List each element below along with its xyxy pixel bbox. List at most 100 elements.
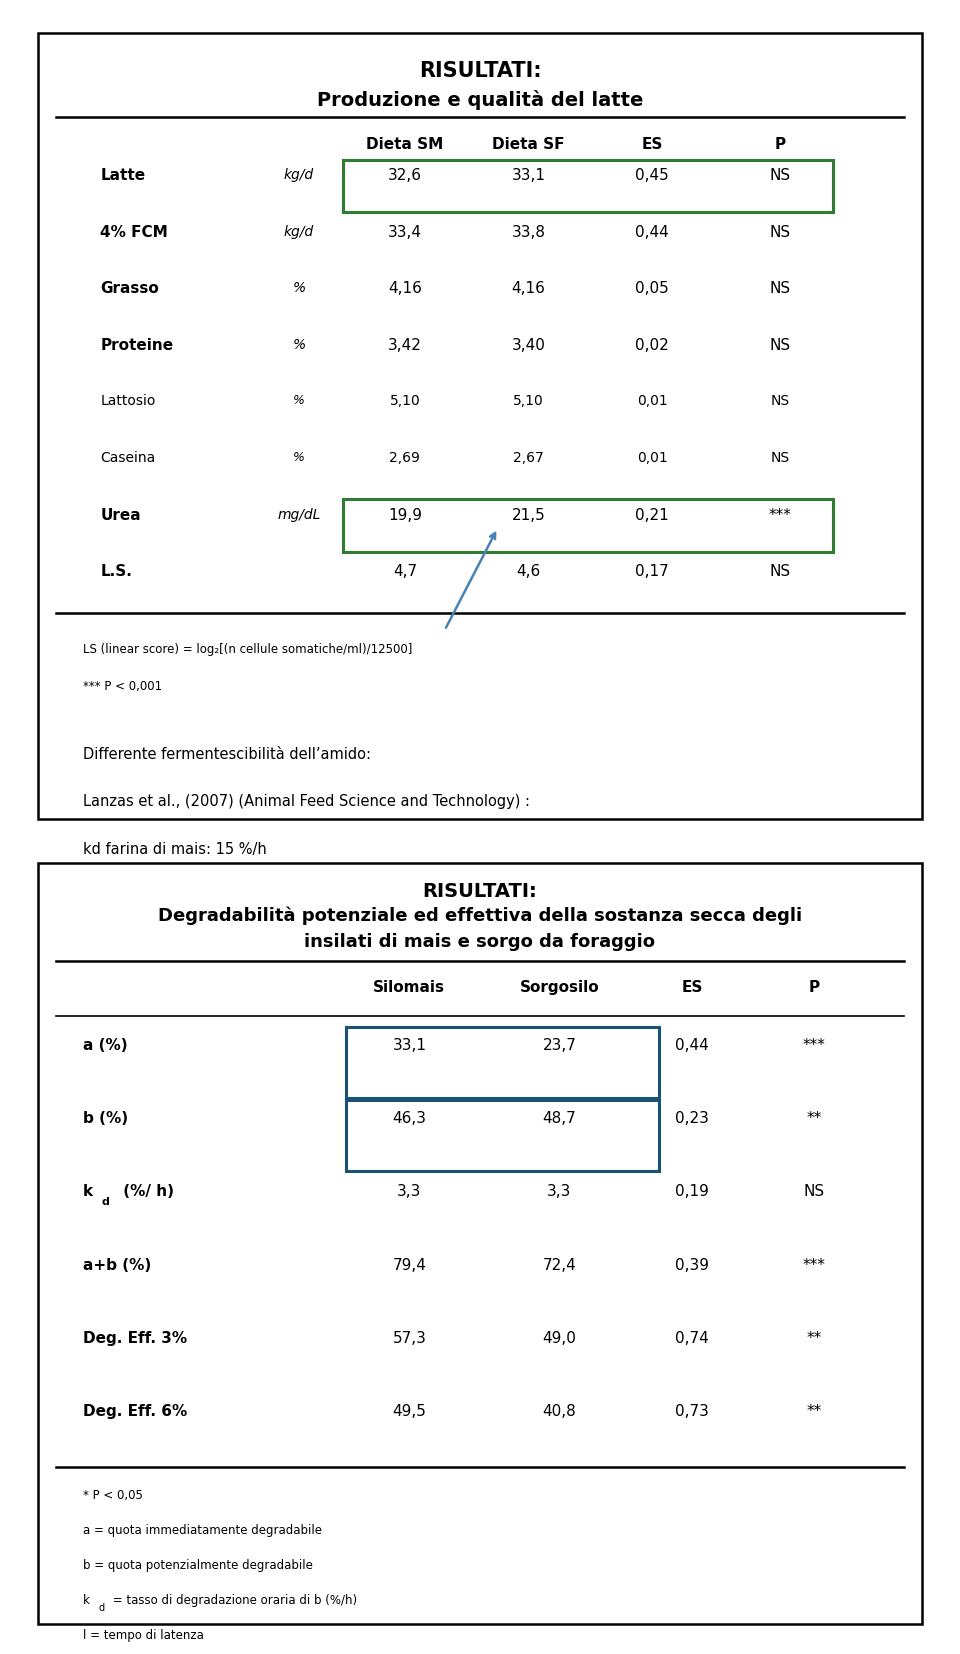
Text: *** P < 0,001: *** P < 0,001: [83, 680, 161, 693]
Text: Deg. Eff. 3%: Deg. Eff. 3%: [83, 1330, 186, 1346]
Bar: [346, 1027, 660, 1098]
Text: Silomais: Silomais: [373, 979, 445, 994]
Text: 4,16: 4,16: [388, 281, 421, 296]
Text: RISULTATI:: RISULTATI:: [422, 883, 538, 901]
Text: NS: NS: [804, 1184, 825, 1199]
Text: ES: ES: [641, 137, 663, 152]
Text: **: **: [806, 1111, 822, 1126]
Text: P: P: [775, 137, 786, 152]
Text: 2,67: 2,67: [514, 452, 544, 465]
Text: Urea: Urea: [100, 508, 141, 523]
Text: NS: NS: [770, 169, 791, 184]
Text: k: k: [83, 1184, 93, 1199]
Text: 32,6: 32,6: [388, 169, 422, 184]
Text: %: %: [293, 337, 305, 352]
Text: Lattosio: Lattosio: [100, 394, 156, 409]
Text: **: **: [806, 1330, 822, 1346]
Text: 21,5: 21,5: [512, 508, 545, 523]
Text: LS (linear score) = log₂[(n cellule somatiche/ml)/12500]: LS (linear score) = log₂[(n cellule soma…: [83, 643, 412, 655]
Text: 0,01: 0,01: [636, 394, 667, 409]
Text: 5,10: 5,10: [390, 394, 420, 409]
FancyBboxPatch shape: [38, 33, 922, 819]
Text: ***: ***: [803, 1039, 826, 1054]
Text: NS: NS: [770, 281, 791, 296]
Text: ES: ES: [682, 979, 703, 994]
Text: %: %: [293, 394, 305, 407]
Text: 33,1: 33,1: [393, 1039, 426, 1054]
Text: 33,1: 33,1: [512, 169, 545, 184]
Text: NS: NS: [770, 564, 791, 579]
Text: ***: ***: [803, 1257, 826, 1272]
Bar: [343, 160, 833, 212]
Text: 33,8: 33,8: [512, 225, 545, 240]
Text: 4% FCM: 4% FCM: [100, 225, 168, 240]
Text: 0,21: 0,21: [636, 508, 669, 523]
Text: = tasso di degradazione oraria di b (%/h): = tasso di degradazione oraria di b (%/h…: [109, 1594, 357, 1606]
Text: 72,4: 72,4: [542, 1257, 576, 1272]
Text: 3,3: 3,3: [397, 1184, 421, 1199]
Text: ***: ***: [769, 508, 792, 523]
Text: RISULTATI:: RISULTATI:: [419, 61, 541, 81]
Text: 0,44: 0,44: [675, 1039, 708, 1054]
Text: 0,23: 0,23: [675, 1111, 708, 1126]
Text: b (%): b (%): [83, 1111, 128, 1126]
Text: 46,3: 46,3: [393, 1111, 426, 1126]
Text: Produzione e qualità del latte: Produzione e qualità del latte: [317, 89, 643, 109]
Text: 0,19: 0,19: [675, 1184, 708, 1199]
Text: l = tempo di latenza: l = tempo di latenza: [83, 1629, 204, 1642]
Text: 3,40: 3,40: [512, 337, 545, 352]
FancyBboxPatch shape: [38, 863, 922, 1624]
Text: Dieta SF: Dieta SF: [492, 137, 564, 152]
Bar: [343, 500, 833, 552]
Text: 3,42: 3,42: [388, 337, 421, 352]
Text: kg/d: kg/d: [284, 169, 314, 182]
Text: 19,9: 19,9: [388, 508, 422, 523]
Text: **: **: [806, 1404, 822, 1419]
Text: kg/d: kg/d: [284, 225, 314, 238]
Text: Lanzas et al., (2007) (Animal Feed Science and Technology) :: Lanzas et al., (2007) (Animal Feed Scien…: [83, 794, 530, 809]
Text: 0,39: 0,39: [675, 1257, 709, 1272]
Text: 79,4: 79,4: [393, 1257, 426, 1272]
Text: insilati di mais e sorgo da foraggio: insilati di mais e sorgo da foraggio: [304, 933, 656, 951]
Text: d: d: [102, 1196, 109, 1207]
Text: 4,6: 4,6: [516, 564, 540, 579]
Text: 49,5: 49,5: [393, 1404, 426, 1419]
Text: NS: NS: [771, 394, 790, 409]
Text: Kd silomais 35 % SS: 25 %/h: Kd silomais 35 % SS: 25 %/h: [83, 888, 292, 903]
Text: Dieta SM: Dieta SM: [367, 137, 444, 152]
Text: 2,69: 2,69: [390, 452, 420, 465]
Text: 0,02: 0,02: [636, 337, 669, 352]
Text: 0,45: 0,45: [636, 169, 669, 184]
Text: Caseina: Caseina: [100, 452, 156, 465]
Text: L.S.: L.S.: [100, 564, 132, 579]
Text: kd farina di mais: 15 %/h: kd farina di mais: 15 %/h: [83, 842, 266, 857]
Text: Proteine: Proteine: [100, 337, 174, 352]
Text: 3,3: 3,3: [547, 1184, 571, 1199]
Text: 0,74: 0,74: [675, 1330, 708, 1346]
Text: 49,0: 49,0: [542, 1330, 576, 1346]
Text: 0,01: 0,01: [636, 452, 667, 465]
Text: Differente fermentescibilità dell’amido:: Differente fermentescibilità dell’amido:: [83, 748, 371, 762]
Text: 0,17: 0,17: [636, 564, 669, 579]
Text: d: d: [99, 1603, 105, 1613]
Text: P: P: [808, 979, 820, 994]
Text: NS: NS: [771, 452, 790, 465]
Text: %: %: [293, 281, 305, 296]
Text: Deg. Eff. 6%: Deg. Eff. 6%: [83, 1404, 187, 1419]
Text: 57,3: 57,3: [393, 1330, 426, 1346]
Text: Degradabilità potenziale ed effettiva della sostanza secca degli: Degradabilità potenziale ed effettiva de…: [158, 906, 802, 925]
Text: b = quota potenzialmente degradabile: b = quota potenzialmente degradabile: [83, 1558, 312, 1571]
Text: a (%): a (%): [83, 1039, 127, 1054]
Text: mg/dL: mg/dL: [277, 508, 321, 521]
Text: 48,7: 48,7: [542, 1111, 576, 1126]
Text: 4,16: 4,16: [512, 281, 545, 296]
Text: Latte: Latte: [100, 169, 145, 184]
Text: 33,4: 33,4: [388, 225, 422, 240]
Text: a = quota immediatamente degradabile: a = quota immediatamente degradabile: [83, 1523, 322, 1537]
Text: 23,7: 23,7: [542, 1039, 576, 1054]
Text: %: %: [293, 452, 305, 465]
Text: 0,44: 0,44: [636, 225, 669, 240]
Text: a+b (%): a+b (%): [83, 1257, 151, 1272]
Text: 0,73: 0,73: [675, 1404, 708, 1419]
Bar: [346, 1100, 660, 1171]
